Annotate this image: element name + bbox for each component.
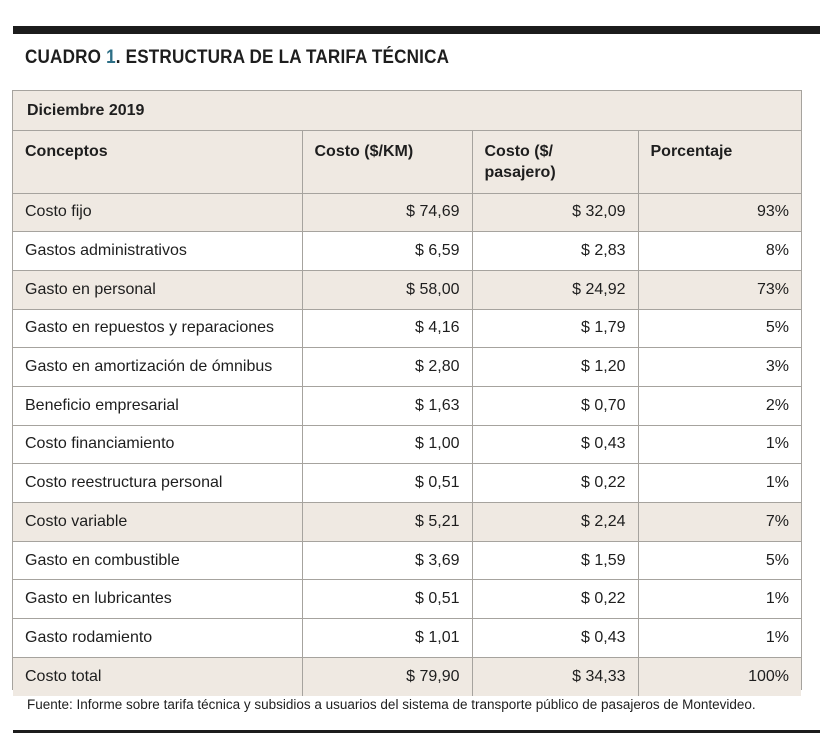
cell-cost-passenger: $ 1,20 [472, 347, 639, 387]
cell-cost-passenger: $ 2,24 [472, 502, 639, 542]
table-row: Gasto en lubricantes $ 0,51 $ 0,22 1% [13, 579, 801, 620]
cell-percentage: 2% [638, 386, 801, 426]
table-row: Costo total $ 79,90 $ 34,33 100% [13, 657, 801, 696]
tariff-table: Conceptos Costo ($/KM) Costo ($/pasajero… [13, 131, 801, 696]
cell-cost-passenger: $ 0,43 [472, 425, 639, 465]
page-title: CUADRO 1. ESTRUCTURA DE LA TARIFA TÉCNIC… [25, 47, 449, 69]
cell-percentage: 1% [638, 579, 801, 620]
cell-concept: Gasto rodamiento [13, 618, 303, 658]
cell-percentage: 1% [638, 618, 801, 658]
title-number: 1 [106, 47, 116, 68]
cell-concept: Beneficio empresarial [13, 386, 303, 426]
cell-cost-km: $ 0,51 [302, 463, 473, 503]
cell-cost-km: $ 1,01 [302, 618, 473, 658]
cell-cost-passenger: $ 0,70 [472, 386, 639, 426]
source-note: Fuente: Informe sobre tarifa técnica y s… [27, 697, 756, 712]
cell-percentage: 7% [638, 502, 801, 542]
cell-concept: Gasto en lubricantes [13, 579, 303, 620]
cell-percentage: 1% [638, 425, 801, 465]
cell-concept: Costo fijo [13, 193, 303, 233]
cell-concept: Costo financiamiento [13, 425, 303, 465]
cell-cost-passenger: $ 1,79 [472, 309, 639, 349]
cell-percentage: 100% [638, 657, 801, 696]
bottom-rule [13, 730, 820, 733]
table-row: Costo fijo $ 74,69 $ 32,09 93% [13, 193, 801, 233]
cell-concept: Costo reestructura personal [13, 463, 303, 503]
cell-cost-passenger: $ 24,92 [472, 270, 639, 310]
table-frame: Diciembre 2019 Conceptos Costo ($/KM) Co… [12, 90, 802, 696]
cell-cost-passenger: $ 0,22 [472, 463, 639, 503]
cell-concept: Gasto en personal [13, 270, 303, 310]
cell-cost-passenger: $ 2,83 [472, 231, 639, 271]
period-row: Diciembre 2019 [13, 91, 801, 131]
column-header-cost-km: Costo ($/KM) [302, 131, 473, 194]
cell-percentage: 3% [638, 347, 801, 387]
cell-percentage: 5% [638, 309, 801, 349]
cell-concept: Costo variable [13, 502, 303, 542]
cell-concept: Costo total [13, 657, 303, 696]
cell-cost-passenger: $ 34,33 [472, 657, 639, 696]
cell-cost-passenger: $ 1,59 [472, 541, 639, 581]
cell-cost-km: $ 0,51 [302, 579, 473, 620]
cell-cost-km: $ 1,63 [302, 386, 473, 426]
cell-percentage: 1% [638, 463, 801, 503]
cell-concept: Gasto en repuestos y reparaciones [13, 309, 303, 349]
title-text: . ESTRUCTURA DE LA TARIFA TÉCNICA [115, 47, 450, 68]
table-row: Gasto en combustible $ 3,69 $ 1,59 5% [13, 541, 801, 581]
cell-cost-km: $ 79,90 [302, 657, 473, 696]
cell-cost-km: $ 5,21 [302, 502, 473, 542]
column-header-cost-passenger: Costo ($/pasajero) [472, 131, 639, 194]
table-row: Gasto rodamiento $ 1,01 $ 0,43 1% [13, 618, 801, 658]
cell-percentage: 93% [638, 193, 801, 233]
cell-concept: Gasto en combustible [13, 541, 303, 581]
cell-cost-km: $ 4,16 [302, 309, 473, 349]
cell-concept: Gastos administrativos [13, 231, 303, 271]
table-row: Costo reestructura personal $ 0,51 $ 0,22 1… [13, 463, 801, 503]
column-header-concepts: Conceptos [13, 131, 303, 194]
table-row: Beneficio empresarial $ 1,63 $ 0,70 2% [13, 386, 801, 426]
table-row: Costo variable $ 5,21 $ 2,24 7% [13, 502, 801, 542]
table-row: Gastos administrativos $ 6,59 $ 2,83 8% [13, 231, 801, 271]
cell-cost-km: $ 58,00 [302, 270, 473, 310]
cell-cost-km: $ 2,80 [302, 347, 473, 387]
top-rule [13, 26, 820, 34]
cell-percentage: 8% [638, 231, 801, 271]
table-row: Gasto en personal $ 58,00 $ 24,92 73% [13, 270, 801, 310]
cell-cost-km: $ 3,69 [302, 541, 473, 581]
cell-cost-km: $ 6,59 [302, 231, 473, 271]
column-header-percentage: Porcentaje [638, 131, 801, 194]
cell-cost-passenger: $ 0,22 [472, 579, 639, 620]
cell-percentage: 73% [638, 270, 801, 310]
table-row: Gasto en repuestos y reparaciones $ 4,16 $… [13, 309, 801, 349]
cell-cost-passenger: $ 32,09 [472, 193, 639, 233]
cell-cost-km: $ 74,69 [302, 193, 473, 233]
table-row: Gasto en amortización de ómnibus $ 2,80 $ … [13, 347, 801, 387]
cell-cost-passenger: $ 0,43 [472, 618, 639, 658]
table-row: Costo financiamiento $ 1,00 $ 0,43 1% [13, 425, 801, 465]
period-label: Diciembre 2019 [27, 102, 145, 119]
header-row: Conceptos Costo ($/KM) Costo ($/pasajero… [13, 131, 801, 194]
cell-concept: Gasto en amortización de ómnibus [13, 347, 303, 387]
cell-cost-km: $ 1,00 [302, 425, 473, 465]
cell-percentage: 5% [638, 541, 801, 581]
title-prefix: CUADRO [25, 47, 107, 68]
